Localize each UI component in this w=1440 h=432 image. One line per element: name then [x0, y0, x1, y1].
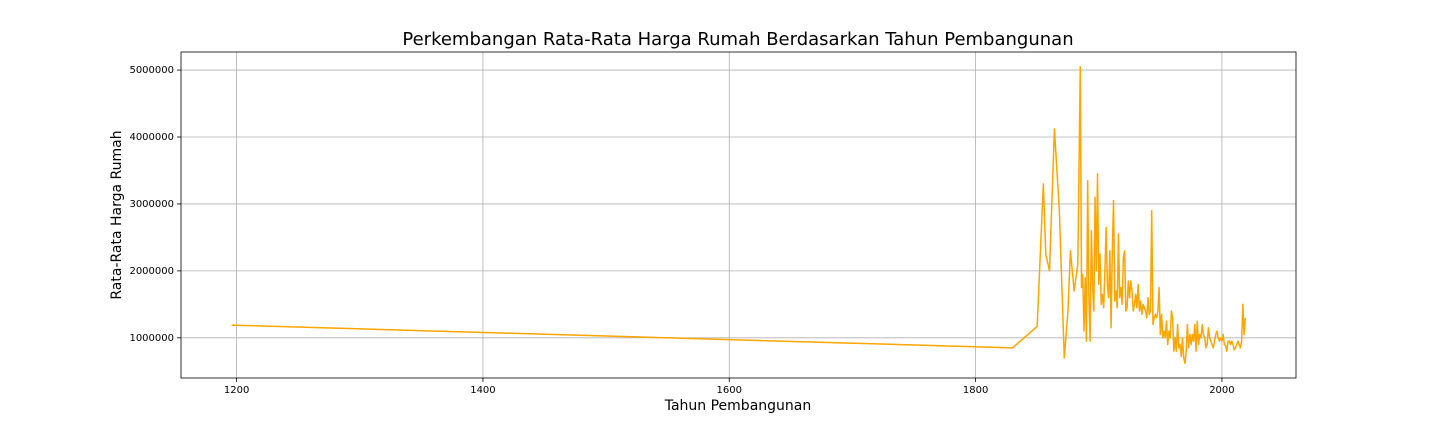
data-line: [231, 65, 1247, 365]
y-tick-label: 3000000: [129, 199, 174, 210]
plot: [231, 65, 1247, 365]
chart-title: Perkembangan Rata-Rata Harga Rumah Berda…: [402, 29, 1073, 50]
plot-frame: [180, 51, 1297, 379]
y-tick-label: 4000000: [129, 132, 174, 143]
x-tick-label: 1800: [963, 385, 988, 396]
x-tick-label: 1200: [224, 385, 249, 396]
x-tick-label: 1400: [470, 385, 495, 396]
y-tick-label: 5000000: [129, 65, 174, 76]
y-tick-label: 1000000: [129, 333, 174, 344]
y-axis-label: Rata-Rata Harga Rumah: [109, 130, 125, 299]
x-axis-label: Tahun Pembangunan: [664, 398, 812, 414]
x-tick-label: 1600: [717, 385, 742, 396]
y-tick-label: 2000000: [129, 266, 174, 277]
x-tick-label: 2000: [1209, 385, 1234, 396]
grid: [181, 52, 1296, 378]
